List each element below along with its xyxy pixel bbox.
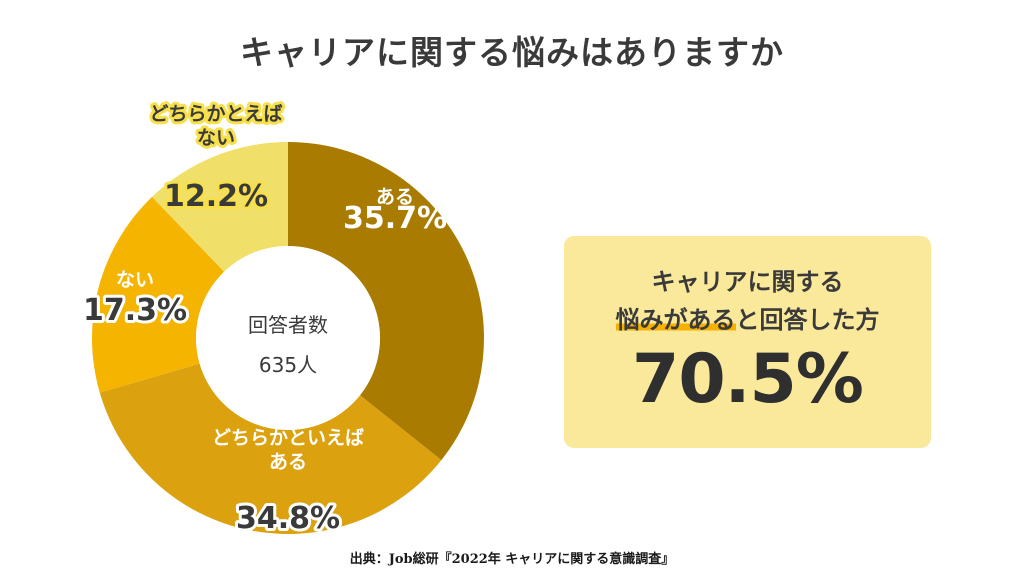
slice-category-label: ない (197, 127, 235, 149)
slice-category-label: ある (269, 451, 307, 473)
donut-hole (196, 246, 380, 430)
summary-line-2-rest: と回答した方 (736, 306, 880, 334)
summary-highlight-text: 悩みがある (616, 306, 736, 334)
slice-value-label: 17.3% (83, 293, 187, 328)
center-value: 635人 (259, 353, 317, 377)
slice-value-label: 34.8% (236, 501, 340, 536)
slice-value-label: 12.2% (164, 179, 268, 214)
center-label: 回答者数 (248, 313, 328, 337)
summary-line-1: キャリアに関する (564, 262, 931, 297)
summary-callout: キャリアに関する 悩みがあると回答した方 70.5% (564, 236, 931, 448)
slice-value-label: 35.7% (343, 201, 447, 236)
source-note: 出典：Job総研『2022年 キャリアに関する意識調査』 (0, 548, 1024, 567)
slice-category-label: どちらかといえば (212, 427, 364, 449)
summary-line-2: 悩みがあると回答した方 (564, 300, 931, 335)
slice-category-label: ない (116, 269, 154, 291)
summary-value: 70.5% (564, 340, 931, 419)
slice-category-label: どちらかとえば (149, 103, 282, 125)
